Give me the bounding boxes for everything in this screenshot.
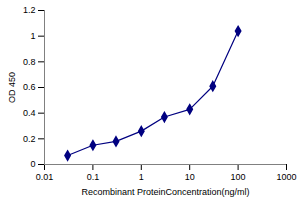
svg-text:Recombinant ProteinConcentrati: Recombinant ProteinConcentration(ng/ml) [81, 187, 249, 197]
svg-text:1.2: 1.2 [23, 5, 36, 15]
svg-text:1000: 1000 [276, 172, 296, 182]
svg-text:0.1: 0.1 [87, 172, 100, 182]
svg-text:0.6: 0.6 [23, 82, 36, 92]
svg-text:1: 1 [139, 172, 144, 182]
svg-text:0.8: 0.8 [23, 57, 36, 67]
svg-text:0.4: 0.4 [23, 108, 36, 118]
svg-text:1: 1 [30, 31, 35, 41]
svg-text:10: 10 [185, 172, 195, 182]
svg-text:0.2: 0.2 [23, 134, 36, 144]
svg-text:OD 450: OD 450 [7, 72, 17, 103]
svg-text:0.01: 0.01 [36, 172, 54, 182]
svg-text:100: 100 [231, 172, 246, 182]
svg-text:0: 0 [30, 159, 35, 169]
